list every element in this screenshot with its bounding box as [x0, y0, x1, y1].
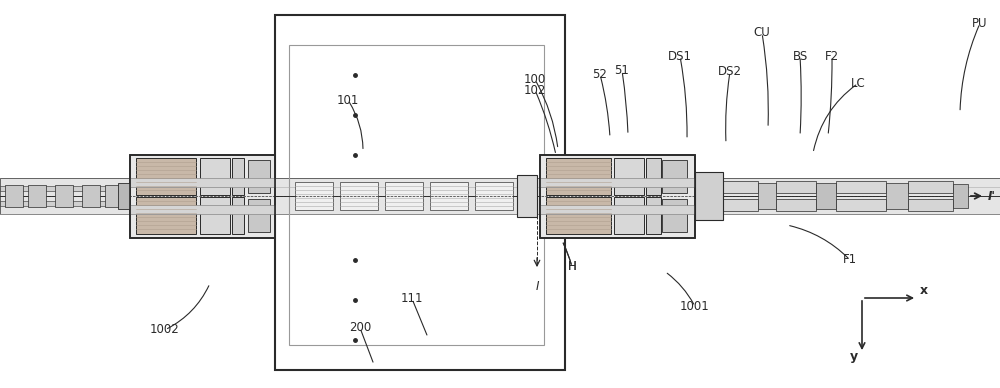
Text: CU: CU — [754, 26, 770, 40]
Text: 102: 102 — [524, 83, 546, 97]
Bar — [776, 199, 816, 211]
Bar — [0, 196, 1000, 214]
Bar — [836, 181, 886, 193]
Bar — [275, 15, 565, 370]
Bar — [540, 155, 695, 238]
Bar — [646, 158, 661, 195]
Bar — [55, 185, 73, 207]
Text: BS: BS — [792, 50, 808, 63]
Bar — [289, 45, 544, 345]
Bar — [836, 199, 886, 211]
Text: 101: 101 — [337, 94, 359, 107]
Bar — [136, 197, 196, 234]
Bar — [136, 158, 196, 195]
Bar — [130, 178, 275, 187]
Text: H: H — [568, 260, 576, 274]
Text: I: I — [535, 281, 539, 293]
Text: PU: PU — [972, 17, 988, 30]
Text: 111: 111 — [401, 292, 423, 305]
Bar — [646, 197, 661, 234]
Bar — [118, 183, 130, 209]
Bar — [886, 183, 908, 209]
Text: F2: F2 — [825, 50, 839, 63]
Bar — [723, 181, 758, 193]
Bar — [248, 160, 270, 193]
Bar — [295, 182, 333, 210]
Bar — [816, 183, 836, 209]
Bar — [540, 205, 695, 214]
Bar — [130, 205, 275, 214]
Bar — [475, 182, 513, 210]
Text: F1: F1 — [843, 253, 857, 267]
Text: 51: 51 — [615, 64, 629, 77]
Text: 100: 100 — [524, 73, 546, 86]
Bar — [340, 182, 378, 210]
Text: H: H — [568, 260, 576, 274]
Bar — [248, 199, 270, 232]
Bar — [695, 172, 723, 220]
Bar — [105, 185, 123, 207]
Bar — [662, 199, 687, 232]
Text: 52: 52 — [593, 68, 607, 81]
Text: DS2: DS2 — [718, 65, 742, 78]
Bar — [0, 201, 130, 206]
Bar — [28, 185, 46, 207]
Bar — [200, 158, 230, 195]
Bar — [540, 178, 695, 187]
Bar — [614, 197, 644, 234]
Bar — [82, 185, 100, 207]
Bar — [130, 155, 275, 238]
Bar — [200, 197, 230, 234]
Bar — [430, 182, 468, 210]
Bar — [5, 185, 23, 207]
Bar — [546, 197, 611, 234]
Bar — [385, 182, 423, 210]
Bar — [232, 197, 244, 234]
Text: 1002: 1002 — [150, 323, 180, 336]
Bar — [130, 155, 275, 238]
Bar — [723, 199, 758, 211]
Bar — [517, 175, 537, 217]
Text: 1001: 1001 — [680, 300, 710, 313]
Bar — [232, 158, 244, 195]
Bar — [662, 160, 687, 193]
Text: y: y — [850, 350, 858, 363]
Bar — [0, 186, 130, 191]
Text: x: x — [920, 284, 928, 297]
Bar — [540, 155, 695, 238]
Text: LC: LC — [851, 77, 865, 90]
Bar — [908, 199, 953, 211]
Bar — [908, 181, 953, 193]
Text: DS1: DS1 — [668, 50, 692, 63]
Text: I': I' — [988, 189, 996, 203]
Bar — [614, 158, 644, 195]
Bar — [546, 158, 611, 195]
Text: 200: 200 — [349, 321, 371, 334]
Bar — [776, 181, 816, 193]
Bar — [758, 183, 776, 209]
Bar — [953, 184, 968, 208]
Bar — [0, 178, 1000, 196]
